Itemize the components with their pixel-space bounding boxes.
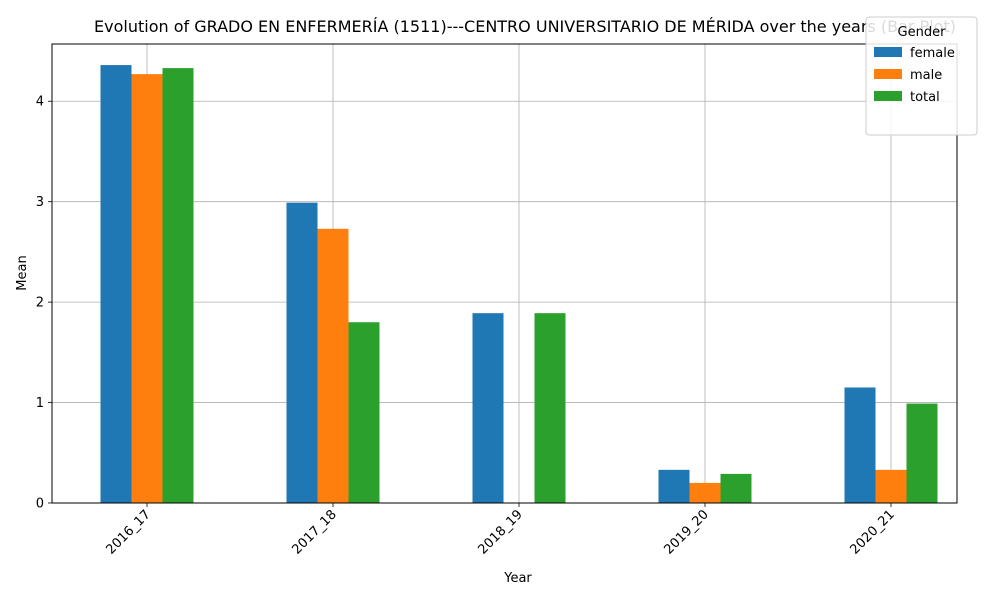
bar-total-2017_18	[348, 322, 380, 503]
plot-frame	[51, 43, 958, 504]
x-tick-label: 2018_19	[476, 507, 526, 557]
x-tick-label: 2019_20	[662, 507, 712, 557]
bar-total-2018_19	[534, 313, 566, 503]
bars	[100, 65, 938, 504]
legend-label-total: total	[910, 90, 940, 105]
y-tick-label: 0	[36, 497, 44, 512]
legend-title: Gender	[898, 25, 947, 40]
bar-female-2020_21	[844, 387, 876, 503]
bar-female-2018_19	[472, 313, 504, 503]
bar-male-2017_18	[317, 228, 349, 504]
bar-male-2016_17	[131, 74, 163, 504]
x-tick-label: 2016_17	[104, 507, 154, 557]
bar-female-2017_18	[286, 202, 318, 503]
y-tick-label: 4	[36, 95, 44, 110]
bar-total-2020_21	[906, 403, 938, 503]
legend-label-female: female	[910, 46, 955, 61]
y-tick-label: 1	[36, 396, 44, 411]
legend-label-male: male	[910, 68, 942, 83]
y-tick-label: 2	[36, 296, 44, 311]
bar-total-2019_20	[720, 473, 752, 503]
y-tick-label: 3	[36, 195, 44, 210]
legend-swatch-total	[874, 91, 902, 101]
legend-swatch-female	[874, 47, 902, 57]
chart-title: Evolution of GRADO EN ENFERMERÍA (1511)-…	[94, 17, 956, 36]
x-axis: 2016_17 2017_18 2018_19 2019_20 2020_21	[104, 503, 898, 558]
bar-total-2016_17	[162, 68, 194, 503]
x-tick-label: 2017_18	[290, 507, 340, 557]
x-axis-label: Year	[503, 571, 532, 586]
x-tick-label: 2020_21	[848, 507, 898, 557]
legend-box	[865, 16, 978, 136]
bar-male-2020_21	[875, 469, 907, 503]
legend-swatch-male	[874, 69, 902, 79]
y-axis: 0 1 2 3 4	[36, 95, 52, 512]
y-axis-label: Mean	[15, 255, 30, 290]
bar-female-2016_17	[100, 65, 132, 503]
bar-female-2019_20	[658, 469, 690, 503]
bar-male-2019_20	[689, 482, 721, 503]
legend: Gender female male total	[865, 16, 978, 136]
